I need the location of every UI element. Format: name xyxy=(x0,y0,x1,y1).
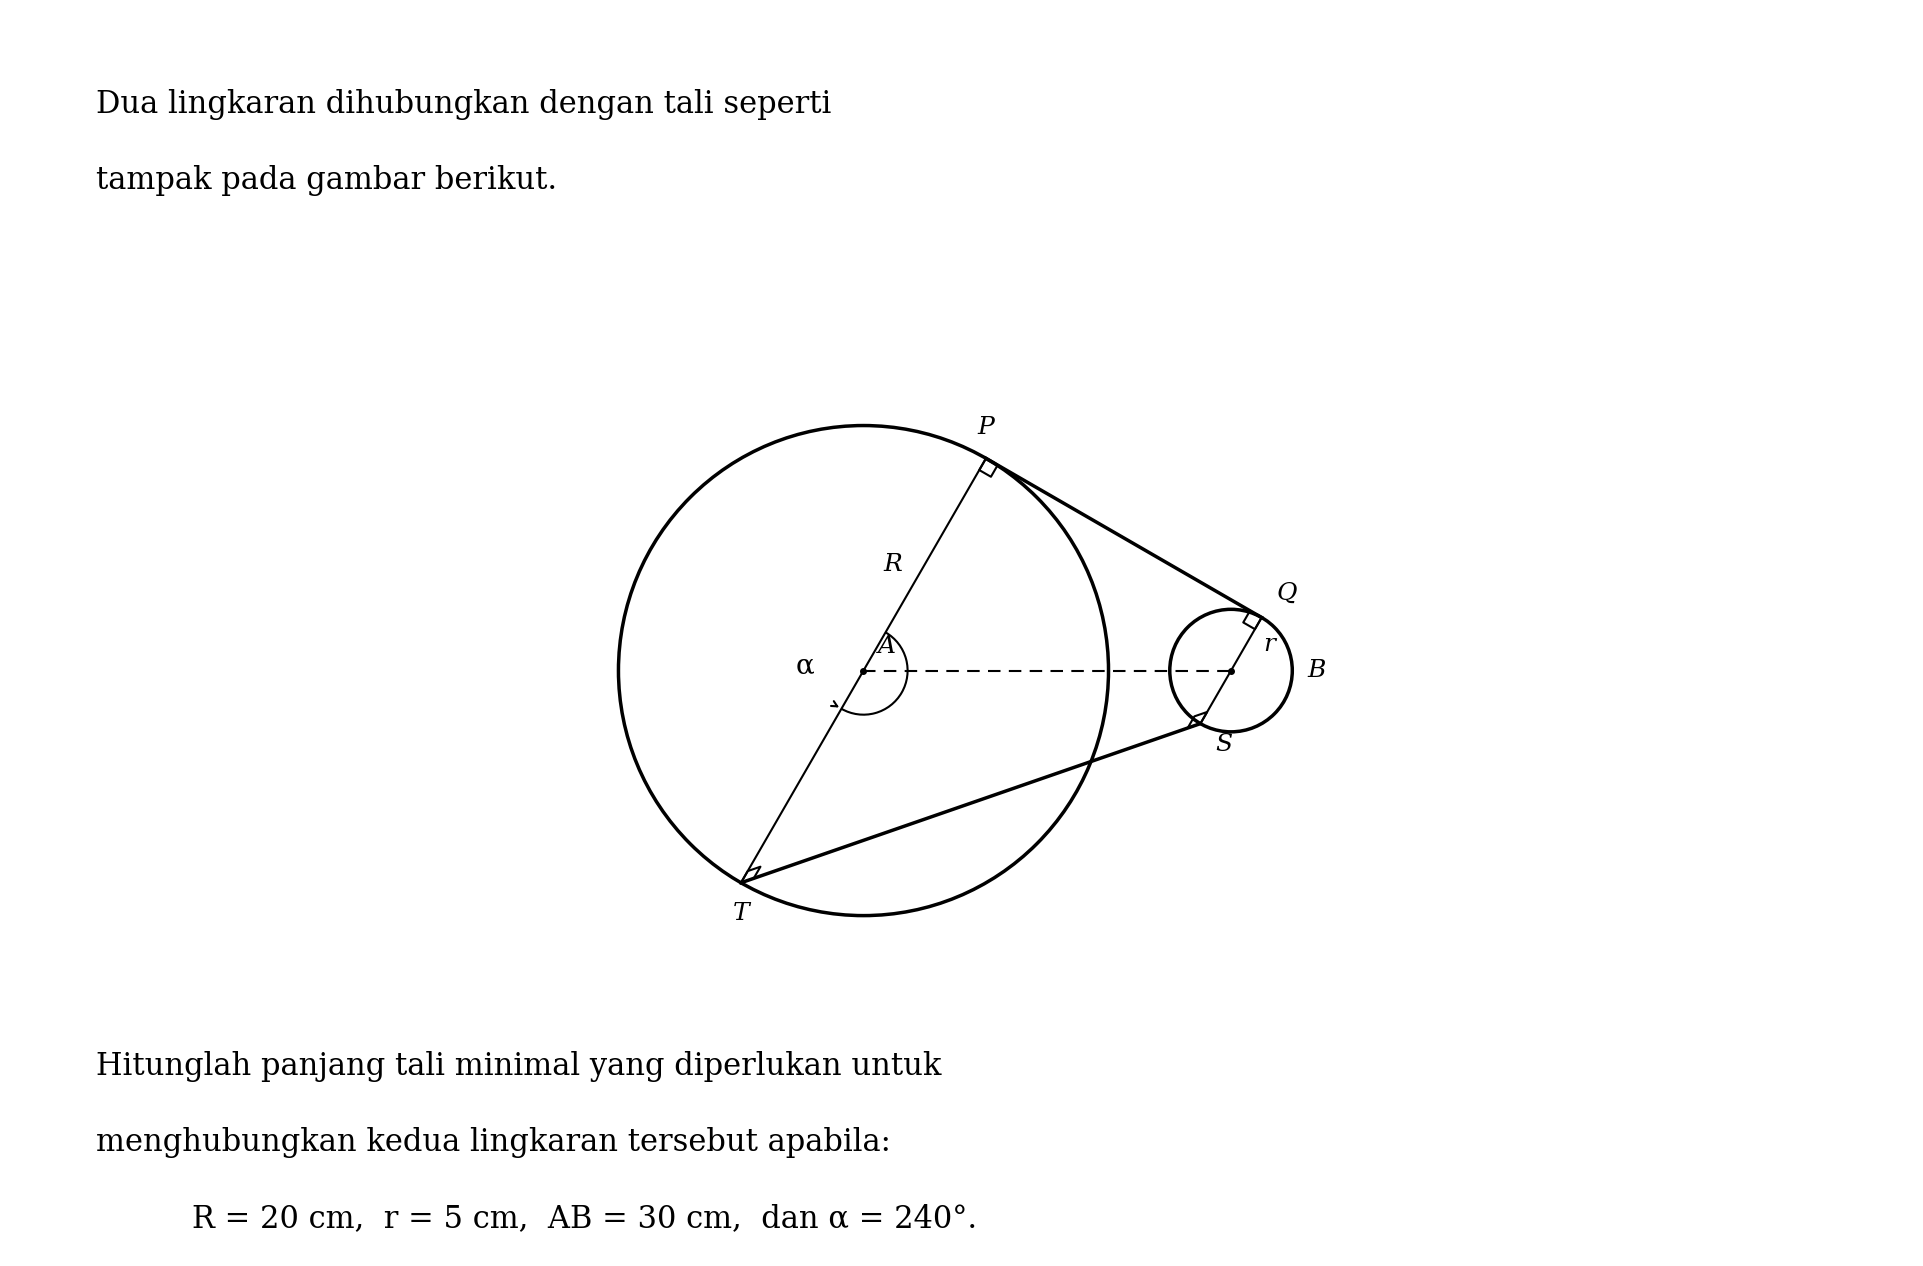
Text: r: r xyxy=(1263,633,1275,656)
Text: R = 20 cm,  r = 5 cm,  AB = 30 cm,  dan α = 240°.: R = 20 cm, r = 5 cm, AB = 30 cm, dan α =… xyxy=(192,1203,977,1233)
Text: R: R xyxy=(883,553,902,576)
Text: S: S xyxy=(1215,733,1233,756)
Text: A: A xyxy=(879,636,896,658)
Text: Dua lingkaran dihubungkan dengan tali seperti: Dua lingkaran dihubungkan dengan tali se… xyxy=(96,89,831,119)
Text: Q: Q xyxy=(1277,582,1296,605)
Text: tampak pada gambar berikut.: tampak pada gambar berikut. xyxy=(96,165,558,195)
Text: P: P xyxy=(977,415,994,439)
Text: B: B xyxy=(1308,660,1325,682)
Text: T: T xyxy=(733,903,750,925)
Text: Hitunglah panjang tali minimal yang diperlukan untuk: Hitunglah panjang tali minimal yang dipe… xyxy=(96,1051,942,1081)
Text: menghubungkan kedua lingkaran tersebut apabila:: menghubungkan kedua lingkaran tersebut a… xyxy=(96,1127,890,1157)
Text: α: α xyxy=(796,652,815,679)
